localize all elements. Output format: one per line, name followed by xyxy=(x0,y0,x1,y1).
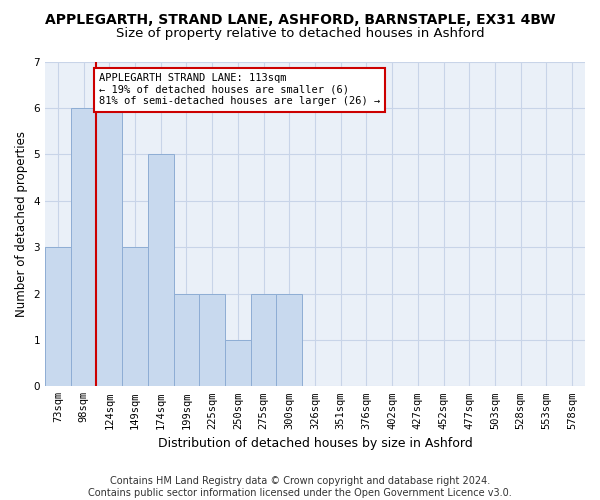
Text: APPLEGARTH STRAND LANE: 113sqm
← 19% of detached houses are smaller (6)
81% of s: APPLEGARTH STRAND LANE: 113sqm ← 19% of … xyxy=(99,73,380,106)
Text: APPLEGARTH, STRAND LANE, ASHFORD, BARNSTAPLE, EX31 4BW: APPLEGARTH, STRAND LANE, ASHFORD, BARNST… xyxy=(45,12,555,26)
Bar xyxy=(97,108,122,386)
Text: Contains HM Land Registry data © Crown copyright and database right 2024.
Contai: Contains HM Land Registry data © Crown c… xyxy=(88,476,512,498)
Y-axis label: Number of detached properties: Number of detached properties xyxy=(15,131,28,317)
Bar xyxy=(251,294,277,386)
Bar xyxy=(199,294,225,386)
Text: Size of property relative to detached houses in Ashford: Size of property relative to detached ho… xyxy=(116,28,484,40)
Bar xyxy=(173,294,199,386)
Bar xyxy=(122,247,148,386)
Bar xyxy=(45,247,71,386)
Bar xyxy=(277,294,302,386)
Bar xyxy=(71,108,97,386)
X-axis label: Distribution of detached houses by size in Ashford: Distribution of detached houses by size … xyxy=(158,437,472,450)
Bar xyxy=(225,340,251,386)
Bar xyxy=(148,154,173,386)
